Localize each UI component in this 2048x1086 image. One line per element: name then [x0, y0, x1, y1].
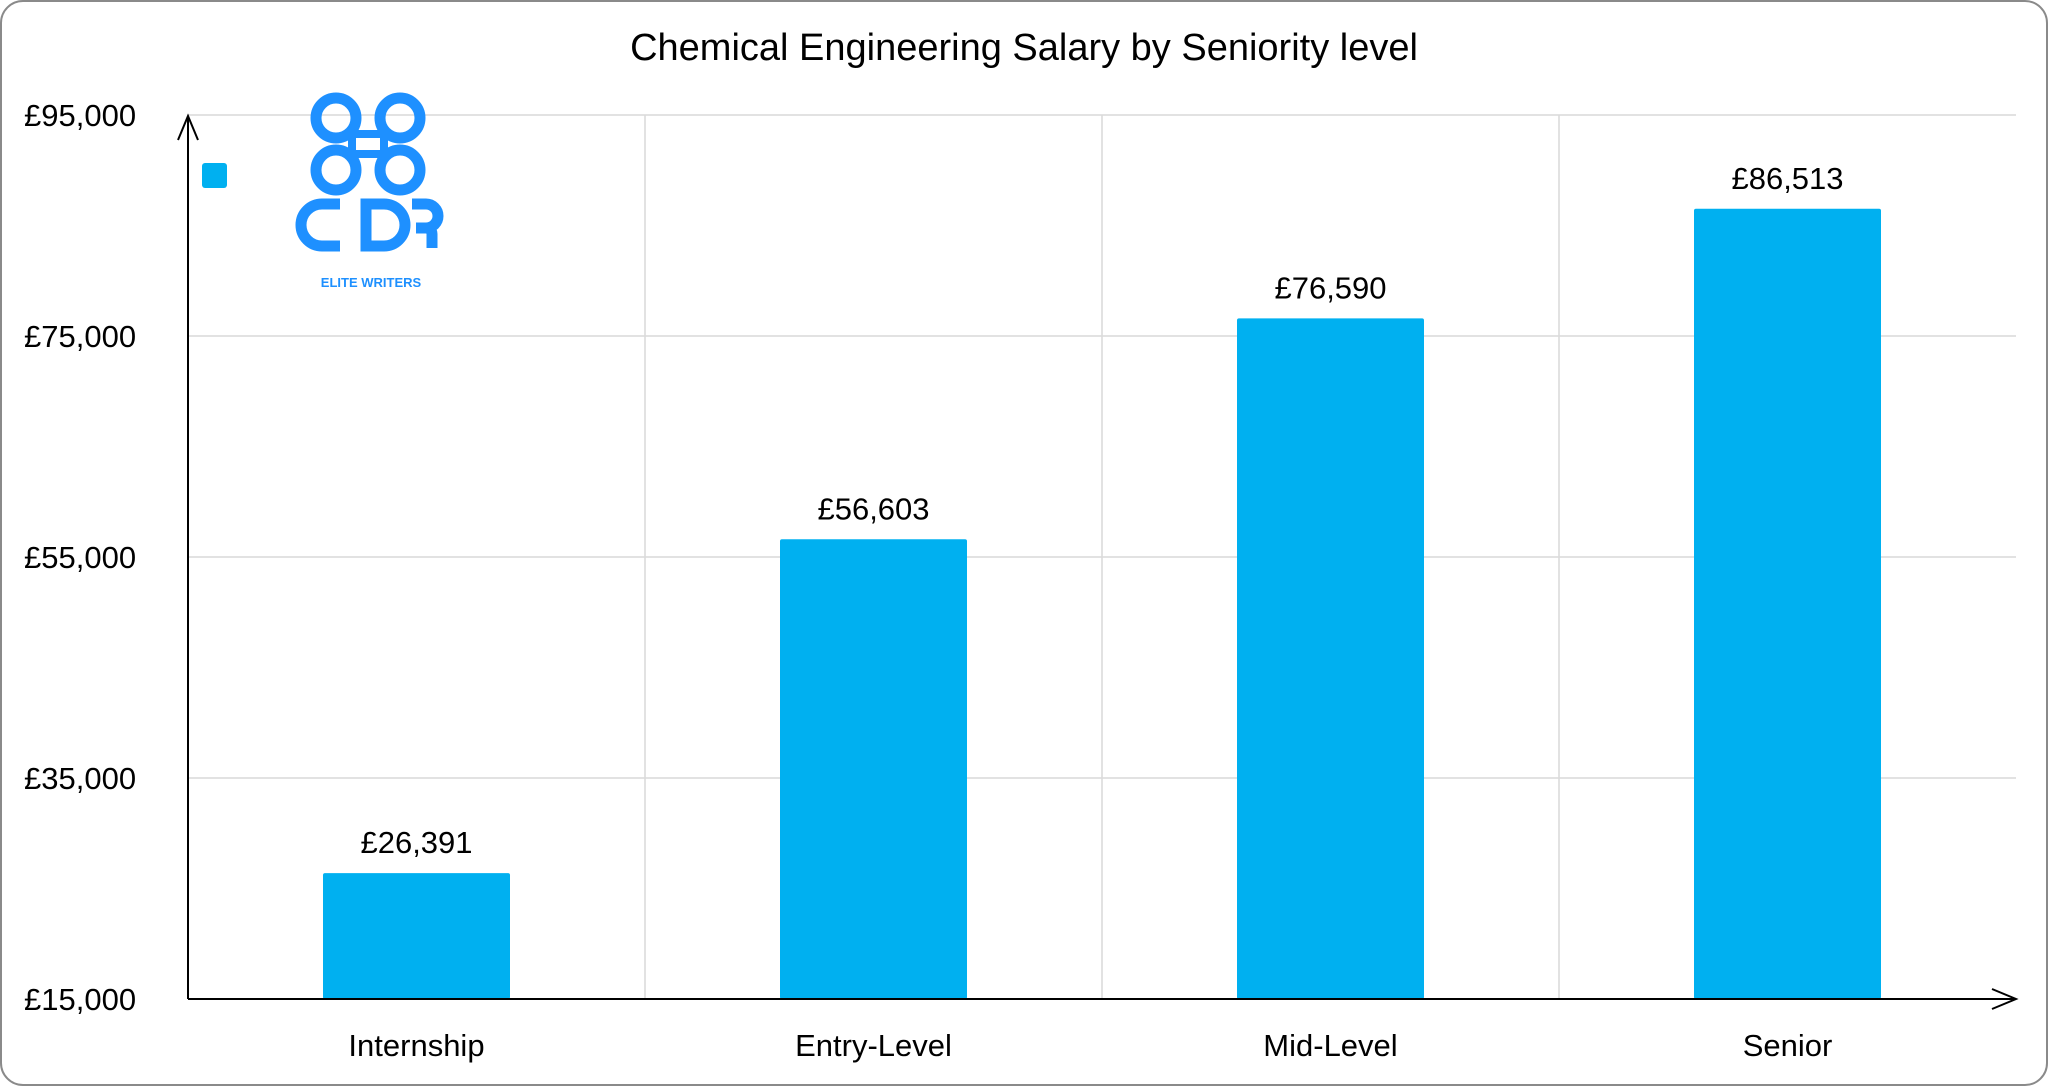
- y-tick-label: £35,000: [24, 761, 136, 796]
- bar-entry-level: [780, 539, 967, 999]
- x-axis-arrow-icon: [1991, 988, 2019, 1010]
- data-labels: £26,391 £56,603 £76,590 £86,513: [360, 161, 1843, 860]
- bar-internship: [323, 873, 510, 999]
- data-label: £86,513: [1731, 161, 1843, 196]
- x-tick-label: Mid-Level: [1263, 1028, 1397, 1063]
- x-axis-labels: Internship Entry-Level Mid-Level Senior: [348, 1028, 1832, 1063]
- legend-marker: [202, 163, 227, 188]
- y-tick-label: £95,000: [24, 98, 136, 133]
- axes: [177, 113, 2019, 1010]
- data-label: £56,603: [817, 491, 929, 526]
- bar-mid-level: [1237, 318, 1424, 999]
- data-label: £76,590: [1274, 270, 1386, 305]
- y-tick-label: £15,000: [24, 982, 136, 1017]
- x-tick-label: Entry-Level: [795, 1028, 952, 1063]
- x-tick-label: Senior: [1743, 1028, 1833, 1063]
- bar-senior: [1694, 208, 1881, 999]
- y-tick-label: £75,000: [24, 319, 136, 354]
- logo-subtext: ELITE WRITERS: [321, 275, 422, 290]
- cdr-logo: ELITE WRITERS: [295, 92, 444, 290]
- y-tick-label: £55,000: [24, 540, 136, 575]
- y-axis-labels: £15,000 £35,000 £55,000 £75,000 £95,000: [24, 98, 136, 1017]
- chart-title: Chemical Engineering Salary by Seniority…: [630, 27, 1418, 69]
- y-axis-arrow-icon: [177, 113, 199, 141]
- gridlines: [188, 114, 2016, 999]
- data-label: £26,391: [360, 825, 472, 860]
- bars: [323, 208, 1881, 999]
- x-tick-label: Internship: [348, 1028, 484, 1063]
